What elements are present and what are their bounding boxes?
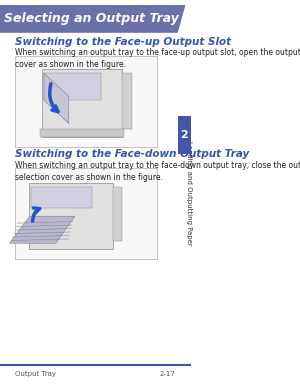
Text: When switching an output tray to the face-up output slot, open the output select: When switching an output tray to the fac… [15,48,300,69]
Text: 2: 2 [181,130,188,140]
FancyBboxPatch shape [15,168,157,259]
FancyBboxPatch shape [29,183,113,249]
FancyBboxPatch shape [40,129,124,137]
FancyBboxPatch shape [113,187,122,241]
FancyBboxPatch shape [178,116,191,154]
Text: Switching to the Face-down Output Tray: Switching to the Face-down Output Tray [15,149,250,159]
FancyBboxPatch shape [31,187,92,208]
FancyBboxPatch shape [44,73,101,100]
Polygon shape [10,216,75,243]
Text: When switching an output tray to the face-down output tray, close the output
sel: When switching an output tray to the fac… [15,161,300,182]
Text: Switching to the Face-up Output Slot: Switching to the Face-up Output Slot [15,37,231,47]
Polygon shape [0,5,185,33]
Text: Output Tray: Output Tray [15,371,56,378]
FancyBboxPatch shape [42,69,122,137]
Text: Loading and Outputting Paper: Loading and Outputting Paper [186,141,192,245]
FancyBboxPatch shape [15,56,157,147]
Text: Selecting an Output Tray: Selecting an Output Tray [4,12,179,25]
FancyBboxPatch shape [122,73,132,129]
Text: 2-17: 2-17 [160,371,176,378]
Polygon shape [44,73,69,124]
